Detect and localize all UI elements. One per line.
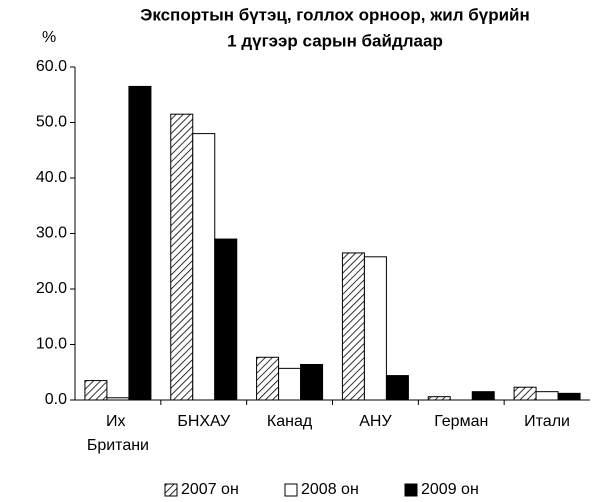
bar (341, 252, 365, 401)
y-tick-label: 10.0 (36, 336, 67, 353)
bar (278, 367, 302, 401)
y-tick-label: 30.0 (36, 225, 67, 242)
legend-label: 2007 он (181, 481, 239, 498)
bar (363, 256, 387, 401)
bar (128, 85, 152, 401)
bar (300, 363, 324, 401)
bar (513, 386, 537, 401)
bar (535, 391, 559, 401)
legend-swatch (404, 483, 418, 497)
bar (471, 391, 495, 401)
bar (84, 380, 108, 401)
bar (427, 396, 451, 401)
x-tick-label: Герман (434, 413, 488, 430)
chart-title: Экспортын бүтэц, голлох орноор, жил бүри… (140, 5, 530, 24)
x-tick-label: АНУ (359, 413, 392, 430)
legend-swatch (284, 483, 298, 497)
x-tick-label: Итали (524, 413, 570, 430)
x-tick-label: Канад (267, 413, 313, 430)
y-tick-label: 40.0 (36, 169, 67, 186)
bar (385, 375, 409, 401)
legend-swatch (164, 483, 178, 497)
bar (214, 238, 238, 401)
y-tick-label: 20.0 (36, 280, 67, 297)
bar (170, 113, 194, 401)
y-tick-label: 60.0 (36, 58, 67, 75)
bar (192, 133, 216, 401)
y-axis-label: % (42, 29, 56, 46)
y-tick-label: 50.0 (36, 114, 67, 131)
x-tick-label: БНХАУ (177, 413, 231, 430)
bar (557, 392, 581, 401)
legend-label: 2009 он (421, 481, 479, 498)
bar (106, 397, 130, 401)
legend-label: 2008 он (301, 481, 359, 498)
y-tick-label: 0.0 (45, 391, 67, 408)
chart-title: 1 дүгээр сарын байдлаар (227, 31, 443, 50)
bar (256, 356, 280, 401)
x-tick-label: Их Британи (87, 413, 149, 454)
